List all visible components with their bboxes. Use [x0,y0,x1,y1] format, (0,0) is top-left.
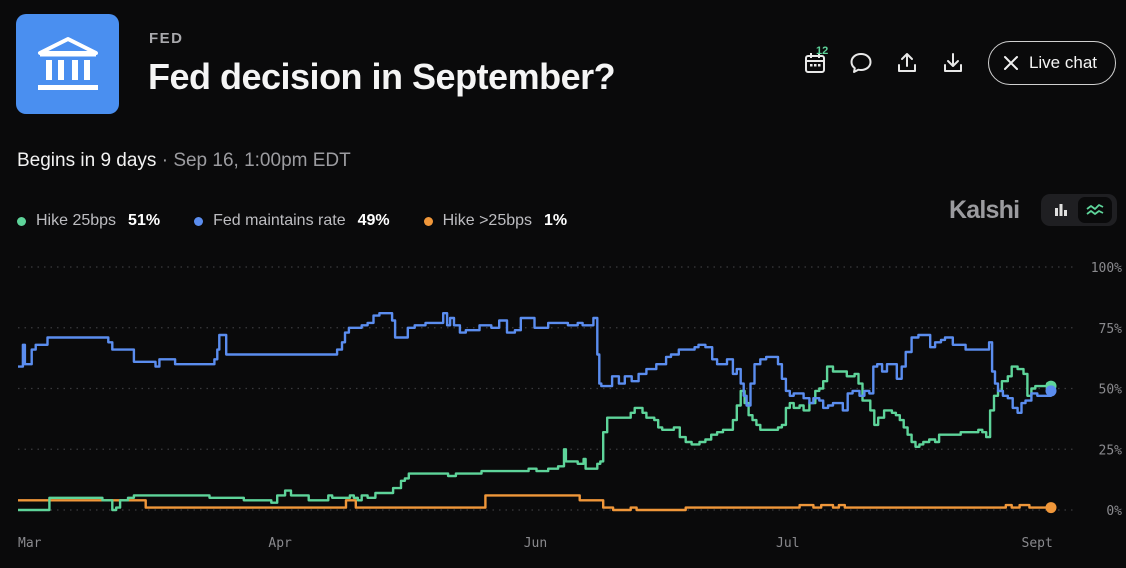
bank-icon [37,37,98,90]
x-tick-label: Mar [18,536,42,551]
begins-text: Begins in 9 days [17,150,157,171]
series-endpoint [1045,385,1057,397]
status-separator: · [161,150,169,171]
toolbar: 12 Live chat [792,40,1116,86]
x-tick-label: Apr [268,536,292,551]
legend-value: 1% [544,212,568,229]
share-icon [897,53,916,72]
legend-value: 51% [128,212,161,229]
legend-dot [17,216,26,226]
market-logo [16,14,119,114]
live-chat-label: Live chat [1028,53,1097,72]
x-tick-label: Jun [524,536,547,551]
close-icon [1003,56,1018,70]
legend-dot [423,216,433,226]
chart-series [18,312,1057,514]
series-endpoint [1045,502,1057,514]
download-icon [943,53,962,72]
market-status: Begins in 9 days · Sep 16, 1:00pm EDT [17,150,351,172]
legend-value: 49% [357,212,390,229]
probability-chart[interactable]: 0% 25% 50% 75% 100% Mar Apr Jun Jul Sept [0,248,1126,558]
calendar-badge: 12 [815,45,829,57]
market-category: FED [149,30,184,47]
legend-label: Hike >25bps [442,212,533,229]
comment-icon [850,53,872,73]
legend-item-hike-gt-25bps[interactable]: Hike >25bps 1% [423,212,568,230]
bar-view-button[interactable] [1044,197,1078,223]
event-date: Sep 16, 1:00pm EDT [173,150,351,171]
x-axis-labels: Mar Apr Jun Jul Sept [18,536,1053,551]
series-line-fed-maintains-rate [18,312,1053,414]
live-chat-button[interactable]: Live chat [987,41,1116,85]
page-title: Fed decision in September? [148,56,616,97]
calendar-button[interactable]: 12 [792,40,838,86]
legend-label: Hike 25bps [36,212,117,229]
line-view-button[interactable] [1078,197,1112,223]
y-tick-label: 100% [1091,261,1122,276]
series-line-hike-25bps [18,365,1053,512]
x-tick-label: Sept [1022,536,1053,551]
legend-item-hike-25bps[interactable]: Hike 25bps 51% [17,212,160,230]
calendar-icon [804,53,825,73]
share-button[interactable] [884,40,930,86]
y-tick-label: 0% [1106,504,1122,519]
chart-legend: Hike 25bps 51% Fed maintains rate 49% Hi… [17,212,567,230]
line-chart-icon [1086,204,1104,215]
download-button[interactable] [930,40,976,86]
bar-chart-icon [1055,204,1067,216]
series-line-hike-25bps [18,494,1051,512]
y-tick-label: 50% [1099,383,1123,398]
comments-button[interactable] [838,40,884,86]
chart-grid: 0% 25% 50% 75% 100% [18,261,1122,519]
y-tick-label: 75% [1099,322,1123,337]
legend-item-fed-maintains[interactable]: Fed maintains rate 49% [194,212,390,230]
chart-type-toggle [1041,194,1117,226]
x-tick-label: Jul [776,536,799,551]
legend-label: Fed maintains rate [213,212,346,229]
y-tick-label: 25% [1099,443,1123,458]
kalshi-wordmark: Kalshi [949,196,1020,224]
legend-dot [194,216,204,226]
